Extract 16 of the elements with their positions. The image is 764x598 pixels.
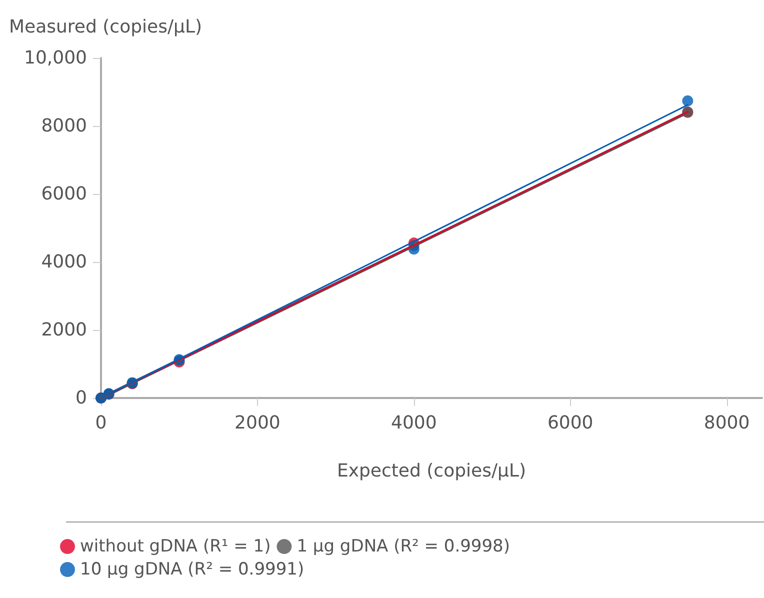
x-tick-label: 2000 [234,412,280,434]
y-tick-label: 2000 [41,320,87,340]
x-tick-label: 6000 [547,412,594,434]
x-tick-label: 4000 [390,412,437,434]
y-tick-label: 8000 [41,116,87,136]
y-tick-label: 4000 [41,252,87,272]
y-tick-label: 0 [76,388,87,408]
x-axis-title: Expected (copies/µL) [336,460,526,482]
legend-label: without gDNA (R¹ = 1) [80,536,271,556]
y-tick-label: 10,000 [24,48,87,68]
legend-label: 1 µg gDNA (R² = 0.9998) [296,536,510,556]
x-tick-label: 8000 [704,412,750,434]
y-axis-title: Measured (copies/µL) [9,16,202,38]
legend-label: 10 µg gDNA (R² = 0.9991) [80,560,304,580]
x-tick-label: 0 [95,412,107,434]
y-tick-label: 6000 [41,184,87,204]
